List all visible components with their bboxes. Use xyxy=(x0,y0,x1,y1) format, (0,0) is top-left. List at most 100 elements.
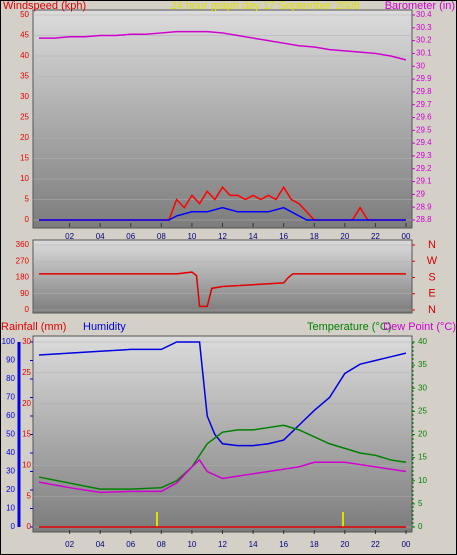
x-tick-label: 18 xyxy=(310,540,319,549)
y-tick-label: 29 xyxy=(416,189,425,198)
y-tick-label: 29.4 xyxy=(416,138,432,147)
x-tick-label: 20 xyxy=(340,232,349,241)
y-tick-label: 5 xyxy=(25,195,30,204)
y-tick-label: 35 xyxy=(418,360,427,369)
y-tick-label: 10 xyxy=(22,460,31,469)
series-line xyxy=(39,271,406,308)
y-tick-label: 0 xyxy=(27,522,32,531)
y-tick-label: 10 xyxy=(6,504,15,513)
y-tick-label: 30 xyxy=(416,61,425,70)
series-line xyxy=(39,206,406,221)
y-tick-label: 29.5 xyxy=(416,125,432,134)
y-tick-label: 20 xyxy=(22,399,31,408)
x-tick-label: 22 xyxy=(371,232,380,241)
y-tick-label: 28.8 xyxy=(416,215,432,224)
y-tick-label: 30 xyxy=(22,337,31,346)
y-tick-label: 29.6 xyxy=(416,113,432,122)
y-tick-label: 28.9 xyxy=(416,202,432,211)
y-tick-label: 90 xyxy=(20,289,29,298)
y-tick-label: 29.3 xyxy=(416,151,432,160)
x-tick-label: 12 xyxy=(218,232,227,241)
y-tick-label: 15 xyxy=(22,430,31,439)
y-tick-label: N xyxy=(428,304,436,316)
y-tick-label: W xyxy=(427,255,438,267)
legend-label: Temperature (°C) xyxy=(307,321,391,333)
y-tick-label: 5 xyxy=(27,491,32,500)
y-tick-label: 25 xyxy=(22,368,31,377)
y-tick-label: 360 xyxy=(16,240,30,249)
y-tick-label: 20 xyxy=(6,485,15,494)
legend-label: Dew Point (°C) xyxy=(383,321,456,333)
x-tick-label: 20 xyxy=(340,540,349,549)
axis-title: Barometer (in) xyxy=(385,0,455,12)
axis-title: Windspeed (kph) xyxy=(3,0,86,12)
y-tick-label: 30 xyxy=(6,467,15,476)
x-tick-label: 18 xyxy=(310,232,319,241)
y-tick-label: 10 xyxy=(418,476,427,485)
series-line xyxy=(39,30,407,61)
y-tick-label: 270 xyxy=(16,256,30,265)
y-tick-label: 0 xyxy=(25,305,30,314)
y-tick-label: 30.1 xyxy=(416,49,432,58)
x-tick-label: 08 xyxy=(157,232,166,241)
y-tick-label: 70 xyxy=(6,393,15,402)
x-tick-label: 12 xyxy=(218,540,227,549)
y-tick-label: 90 xyxy=(6,356,15,365)
y-tick-label: 29.1 xyxy=(416,177,432,186)
plot-area xyxy=(32,335,413,533)
y-tick-label: 29.9 xyxy=(416,74,432,83)
y-tick-label: 60 xyxy=(6,411,15,420)
y-tick-label: 30.3 xyxy=(416,23,432,32)
y-tick-label: 35 xyxy=(20,72,29,81)
plot-area xyxy=(32,9,413,229)
x-tick-label: 02 xyxy=(65,540,74,549)
y-tick-label: 25 xyxy=(20,113,29,122)
y-tick-label: 100 xyxy=(2,337,16,346)
y-tick-label: 15 xyxy=(20,154,29,163)
y-tick-label: 40 xyxy=(6,448,15,457)
y-tick-label: E xyxy=(428,288,435,300)
x-tick-label: 10 xyxy=(187,540,196,549)
x-tick-label: 00 xyxy=(402,232,411,241)
x-tick-label: 08 xyxy=(157,540,166,549)
x-tick-label: 04 xyxy=(96,232,105,241)
x-tick-label: 06 xyxy=(126,232,135,241)
y-tick-label: 10 xyxy=(20,174,29,183)
y-tick-label: 5 xyxy=(418,499,423,508)
y-tick-label: 50 xyxy=(6,430,15,439)
y-tick-label: 20 xyxy=(418,430,427,439)
y-tick-label: 0 xyxy=(25,215,30,224)
y-tick-label: 0 xyxy=(418,522,423,531)
y-tick-label: 29.7 xyxy=(416,100,432,109)
series-line xyxy=(38,341,407,447)
y-tick-label: 30.4 xyxy=(416,10,432,19)
y-tick-label: 30 xyxy=(20,92,29,101)
y-tick-label: 25 xyxy=(418,406,427,415)
x-tick-label: 22 xyxy=(371,540,380,549)
x-tick-label: 14 xyxy=(249,540,258,549)
x-tick-label: 06 xyxy=(126,540,135,549)
y-tick-label: 29.2 xyxy=(416,164,432,173)
x-tick-label: 00 xyxy=(402,540,411,549)
series-line xyxy=(38,458,407,494)
y-tick-label: 20 xyxy=(20,133,29,142)
y-tick-label: 30 xyxy=(418,383,427,392)
x-tick-label: 14 xyxy=(249,232,258,241)
y-tick-label: 0 xyxy=(11,522,16,531)
x-tick-label: 16 xyxy=(279,232,288,241)
x-tick-label: 16 xyxy=(279,540,288,549)
y-tick-label: 40 xyxy=(20,51,29,60)
x-tick-label: 02 xyxy=(65,232,74,241)
plot-area xyxy=(32,239,413,314)
y-tick-label: 29.8 xyxy=(416,87,432,96)
x-tick-label: 04 xyxy=(96,540,105,549)
y-tick-label: 45 xyxy=(20,31,29,40)
series-line xyxy=(39,185,406,221)
y-tick-label: S xyxy=(428,271,435,283)
y-tick-label: 15 xyxy=(418,453,427,462)
y-tick-label: 50 xyxy=(20,10,29,19)
legend-label: Humidity xyxy=(83,321,126,333)
y-tick-label: 180 xyxy=(16,273,30,282)
y-tick-label: 40 xyxy=(418,337,427,346)
